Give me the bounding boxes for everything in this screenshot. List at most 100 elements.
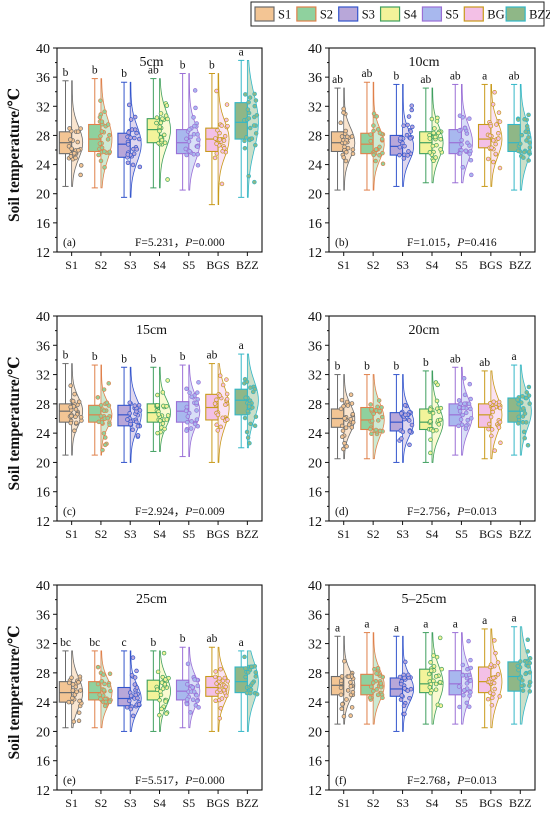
box-bzz: a (507, 351, 532, 456)
data-point (430, 428, 436, 434)
data-point (103, 435, 108, 440)
data-point (101, 693, 106, 698)
data-point (527, 656, 533, 661)
sig-letter-s3: b (394, 361, 400, 373)
data-point (102, 681, 107, 687)
data-point (155, 669, 161, 675)
data-point (195, 390, 200, 395)
box-s2: a (360, 619, 386, 725)
sig-letter-bgs: ab (206, 350, 217, 362)
data-point (163, 113, 169, 118)
data-point (489, 702, 495, 708)
data-point (184, 428, 189, 433)
box-bgs: ab (205, 633, 231, 732)
data-point (132, 135, 137, 141)
sig-letter-s1: bc (60, 637, 71, 649)
data-point (408, 136, 413, 141)
box-s5: a (448, 619, 474, 725)
sig-letter-bzz: ab (509, 70, 520, 82)
data-point (133, 692, 139, 698)
data-point (188, 710, 193, 715)
data-point (522, 435, 527, 441)
data-point (398, 681, 404, 687)
x-tick-label: S3 (396, 796, 409, 810)
data-point (346, 422, 352, 427)
data-point (410, 124, 415, 130)
data-point (467, 116, 472, 121)
data-point (101, 687, 107, 693)
data-point (155, 392, 160, 398)
y-tick-label: 20 (36, 456, 50, 471)
data-point (408, 686, 414, 692)
y-tick-label: 40 (308, 310, 322, 325)
data-point (464, 700, 470, 706)
sig-letter-s1: b (335, 361, 341, 373)
violin-s5 (188, 73, 201, 191)
data-point (371, 688, 376, 694)
data-point (486, 421, 492, 427)
y-tick-label: 24 (36, 159, 50, 174)
data-point (460, 412, 465, 418)
data-point (377, 428, 383, 434)
data-point (130, 655, 136, 660)
x-tick-label: S1 (337, 796, 350, 810)
data-point (159, 680, 165, 685)
data-point (69, 146, 74, 151)
sig-letter-s5: a (453, 619, 458, 631)
data-point (70, 682, 76, 687)
x-tick-label: BZZ (509, 796, 532, 810)
data-point (252, 179, 257, 185)
x-tick-label: S3 (396, 527, 409, 541)
box-s5: ab (448, 353, 474, 456)
data-point (468, 678, 473, 683)
data-point (191, 115, 196, 120)
data-point (161, 650, 167, 656)
data-point (194, 693, 199, 698)
data-point (344, 399, 350, 405)
x-tick-label: BGS (479, 796, 502, 810)
box-s3: b (389, 70, 415, 187)
data-point (136, 136, 142, 142)
data-point (349, 134, 355, 139)
data-point (407, 429, 413, 434)
data-point (493, 151, 499, 157)
data-point (489, 433, 494, 439)
data-point (159, 706, 164, 712)
data-point (433, 687, 439, 692)
sig-letter-s1: ab (332, 74, 343, 86)
panel-title: 5cm (139, 55, 163, 70)
y-tick-label: 32 (36, 369, 50, 384)
sig-letter-s3: b (121, 353, 127, 365)
data-point (158, 692, 164, 698)
stat-text: F=5.517，P=0.000 (135, 775, 225, 787)
sig-letter-s5: b (180, 351, 186, 363)
y-tick-label: 28 (308, 129, 322, 144)
data-point (185, 414, 191, 419)
data-point (520, 678, 525, 683)
box-s4: ab (419, 74, 445, 184)
data-point (71, 719, 77, 724)
data-point (214, 88, 219, 94)
x-tick-label: S1 (65, 796, 78, 810)
data-point (99, 129, 105, 134)
data-point (523, 395, 529, 401)
data-point (344, 149, 349, 155)
data-point (496, 110, 502, 115)
panel-title: 25cm (136, 592, 167, 607)
x-tick-label: S4 (426, 796, 439, 810)
data-point (218, 424, 224, 430)
x-tick-label: S5 (455, 527, 468, 541)
data-point (213, 674, 218, 680)
box-s4: b (146, 353, 171, 452)
legend-label: S3 (362, 8, 375, 22)
y-tick-label: 32 (308, 638, 322, 653)
data-point (374, 114, 379, 119)
legend-swatch (379, 6, 401, 22)
y-tick-label: 28 (308, 667, 322, 682)
box-s2: bc (88, 637, 113, 729)
box-s3: a (389, 622, 415, 732)
panel-tag: (b) (335, 237, 349, 249)
data-point (217, 716, 223, 721)
y-tick-label: 32 (36, 100, 50, 115)
data-point (433, 134, 438, 140)
